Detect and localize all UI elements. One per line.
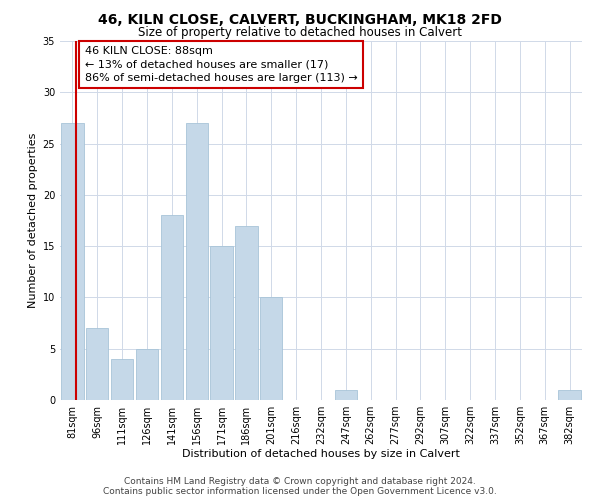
Bar <box>86 328 109 400</box>
Bar <box>559 390 581 400</box>
Bar <box>161 216 183 400</box>
X-axis label: Distribution of detached houses by size in Calvert: Distribution of detached houses by size … <box>182 448 460 458</box>
Bar <box>61 123 83 400</box>
Bar <box>111 359 133 400</box>
Bar <box>136 348 158 400</box>
Text: 46, KILN CLOSE, CALVERT, BUCKINGHAM, MK18 2FD: 46, KILN CLOSE, CALVERT, BUCKINGHAM, MK1… <box>98 12 502 26</box>
Bar <box>211 246 233 400</box>
Text: Contains HM Land Registry data © Crown copyright and database right 2024.
Contai: Contains HM Land Registry data © Crown c… <box>103 476 497 496</box>
Bar <box>235 226 257 400</box>
Y-axis label: Number of detached properties: Number of detached properties <box>28 133 38 308</box>
Bar <box>185 123 208 400</box>
Text: 46 KILN CLOSE: 88sqm
← 13% of detached houses are smaller (17)
86% of semi-detac: 46 KILN CLOSE: 88sqm ← 13% of detached h… <box>85 46 358 82</box>
Text: Size of property relative to detached houses in Calvert: Size of property relative to detached ho… <box>138 26 462 39</box>
Bar <box>260 298 283 400</box>
Bar <box>335 390 357 400</box>
